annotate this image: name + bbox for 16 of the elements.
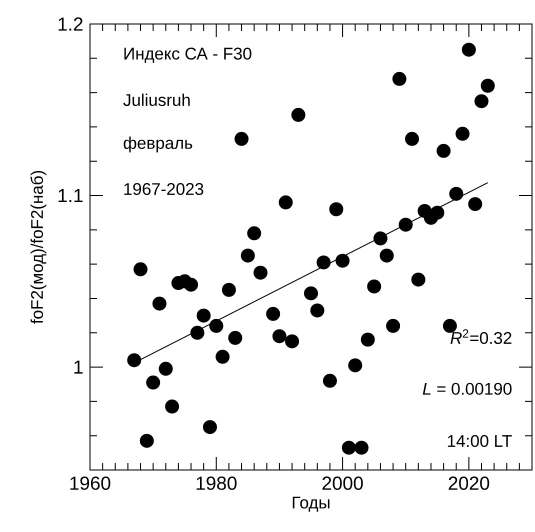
y-axis-title: foF2(мод)/foF2(наб) <box>30 170 46 324</box>
annotation: 1967-2023 <box>124 183 204 196</box>
annotation: Индекс СА - F30 <box>124 48 252 63</box>
annotation: 14:00 LT <box>448 435 512 448</box>
x-axis-title: Годы <box>292 496 330 512</box>
annotation: R$^{2}$=0.32 <box>450 329 512 344</box>
annotation: L = 0.00190 <box>422 382 512 395</box>
y-tick-label: 1.1 <box>58 189 83 202</box>
y-tick-label: 1 <box>74 360 83 374</box>
annotation: февраль <box>124 136 192 152</box>
y-tick-label: 1.2 <box>58 17 83 31</box>
x-tick-label: 2020 <box>448 476 490 490</box>
annotation: Juliusruh <box>123 94 190 106</box>
x-tick-label: 1960 <box>70 476 110 490</box>
x-tick-label: 2000 <box>322 476 363 490</box>
x-tick-label: 1980 <box>196 476 237 490</box>
